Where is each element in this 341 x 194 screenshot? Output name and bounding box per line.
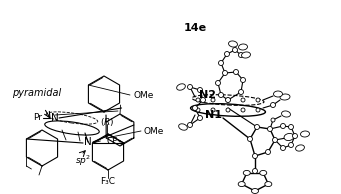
Circle shape xyxy=(238,89,243,94)
Circle shape xyxy=(219,61,223,66)
Circle shape xyxy=(188,85,193,89)
Text: OMe: OMe xyxy=(133,90,153,100)
Circle shape xyxy=(256,108,260,112)
Circle shape xyxy=(234,69,238,74)
Ellipse shape xyxy=(252,189,258,193)
Circle shape xyxy=(226,98,230,102)
Circle shape xyxy=(196,98,200,102)
Circle shape xyxy=(238,53,243,57)
Ellipse shape xyxy=(265,182,272,187)
Circle shape xyxy=(267,126,272,132)
Circle shape xyxy=(222,70,227,75)
Circle shape xyxy=(211,108,215,112)
Text: N1: N1 xyxy=(205,110,222,120)
Ellipse shape xyxy=(300,131,310,137)
Text: N: N xyxy=(84,137,92,147)
Circle shape xyxy=(197,87,203,93)
Ellipse shape xyxy=(238,44,248,50)
Circle shape xyxy=(266,150,270,154)
Circle shape xyxy=(281,124,285,128)
Text: OMe: OMe xyxy=(143,126,163,135)
Circle shape xyxy=(293,133,297,139)
Ellipse shape xyxy=(273,91,282,97)
Ellipse shape xyxy=(179,124,187,130)
Text: $sp^2$: $sp^2$ xyxy=(75,154,91,168)
Circle shape xyxy=(281,146,285,151)
Circle shape xyxy=(288,125,294,130)
Text: N: N xyxy=(51,113,59,123)
Ellipse shape xyxy=(280,94,290,100)
Circle shape xyxy=(197,115,203,120)
Ellipse shape xyxy=(243,170,250,175)
Circle shape xyxy=(196,108,200,112)
Circle shape xyxy=(272,138,278,143)
Circle shape xyxy=(241,108,245,112)
Circle shape xyxy=(270,102,276,107)
Circle shape xyxy=(248,137,252,141)
Ellipse shape xyxy=(177,84,186,90)
Text: pyramidal: pyramidal xyxy=(12,88,61,98)
Ellipse shape xyxy=(284,133,294,141)
Circle shape xyxy=(226,108,230,112)
Ellipse shape xyxy=(296,145,305,151)
Circle shape xyxy=(225,98,231,102)
Ellipse shape xyxy=(282,111,291,117)
Text: F₃C: F₃C xyxy=(101,178,116,186)
Circle shape xyxy=(193,106,197,111)
Circle shape xyxy=(233,48,237,53)
Circle shape xyxy=(288,143,294,147)
Ellipse shape xyxy=(241,52,250,58)
Circle shape xyxy=(201,98,206,102)
Circle shape xyxy=(211,98,215,102)
Text: 14e: 14e xyxy=(183,23,207,33)
Circle shape xyxy=(224,51,229,56)
Text: $(R)$: $(R)$ xyxy=(100,116,114,128)
Circle shape xyxy=(252,153,257,158)
Circle shape xyxy=(188,122,193,127)
Text: CF₃: CF₃ xyxy=(106,137,121,146)
Circle shape xyxy=(254,125,260,130)
Circle shape xyxy=(219,93,223,98)
Circle shape xyxy=(240,77,246,82)
Circle shape xyxy=(256,98,260,102)
Circle shape xyxy=(241,98,245,102)
Ellipse shape xyxy=(260,170,267,175)
Text: N2: N2 xyxy=(199,90,217,100)
Circle shape xyxy=(271,118,275,122)
Circle shape xyxy=(216,81,221,86)
Circle shape xyxy=(252,169,257,173)
Ellipse shape xyxy=(238,182,245,187)
Ellipse shape xyxy=(228,41,237,47)
Text: Pr: Pr xyxy=(33,113,43,122)
